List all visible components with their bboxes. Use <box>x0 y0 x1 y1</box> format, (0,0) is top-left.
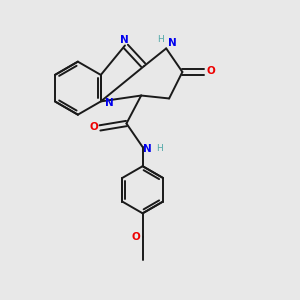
Text: H: H <box>156 144 163 153</box>
Text: N: N <box>143 143 152 154</box>
Text: O: O <box>207 66 215 76</box>
Text: N: N <box>105 98 113 108</box>
Text: O: O <box>89 122 98 132</box>
Text: N: N <box>120 35 129 45</box>
Text: H: H <box>158 35 164 44</box>
Text: N: N <box>168 38 176 48</box>
Text: O: O <box>132 232 140 242</box>
